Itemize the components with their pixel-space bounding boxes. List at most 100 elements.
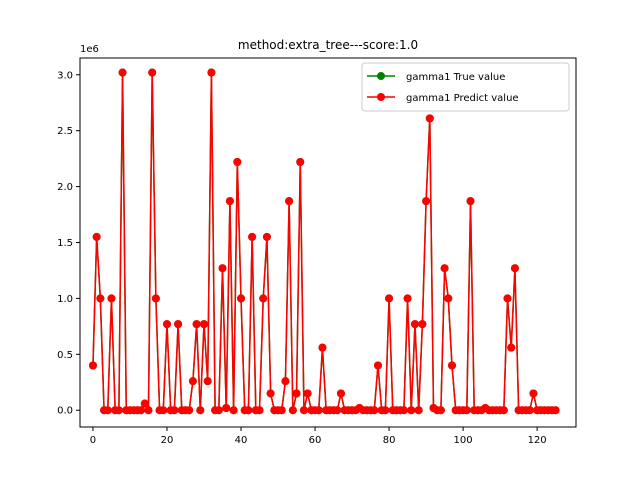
data-point [233,157,242,166]
data-point [314,406,323,415]
series-layer [88,68,560,415]
data-point [507,343,516,352]
data-point [188,377,197,386]
data-point [503,294,512,303]
data-point [174,320,183,329]
data-point [444,294,453,303]
data-point [259,294,268,303]
data-point [88,361,97,370]
data-point [162,320,171,329]
data-point [373,361,382,370]
x-tick-label: 80 [383,435,396,446]
data-point [200,320,208,329]
y-tick-label: 3.0 [57,70,73,81]
data-point [292,389,301,398]
data-point [551,406,560,415]
data-point [192,320,201,329]
y-tick-label: 1.0 [57,294,73,305]
data-point [381,406,390,415]
data-point [255,406,264,415]
data-point [440,264,449,273]
data-point [207,68,216,77]
data-point [466,197,475,206]
y-tick-label: 2.5 [57,126,73,137]
x-tick-label: 120 [528,435,547,446]
y-tick-label: 1.5 [57,238,73,249]
x-tick-label: 20 [161,435,174,446]
data-point [137,406,146,415]
data-point [148,68,157,77]
data-point [140,399,149,408]
legend-marker-true [377,72,385,80]
data-point [244,406,253,415]
data-point [296,157,305,166]
data-point [399,406,408,415]
data-point [237,294,246,303]
data-point [318,343,327,352]
data-point [266,389,275,398]
data-point [114,406,123,415]
y-tick-label: 0.5 [57,350,73,361]
data-point [418,320,427,329]
x-tick-label: 60 [309,435,322,446]
x-tick-label: 40 [235,435,248,446]
data-point [214,406,223,415]
data-point [410,320,419,329]
data-point [462,406,471,415]
legend-label-predict: gamma1 Predict value [406,93,519,104]
data-point [285,197,294,206]
data-point [499,406,508,415]
data-point [203,377,212,386]
legend-marker-predict [377,93,385,101]
data-point [225,197,234,206]
data-point [248,232,257,241]
data-point [151,294,160,303]
y-axis: 0.0 0.5 1.0 1.5 2.0 2.5 3.0 [57,70,80,417]
data-point [529,389,538,398]
data-point [107,294,116,303]
data-point [103,406,112,415]
data-point [222,403,231,412]
data-point [299,406,308,415]
data-point [385,294,394,303]
chart-title: method:extra_tree---score:1.0 [238,38,418,52]
data-point [277,406,286,415]
data-point [196,406,205,415]
x-tick-label: 0 [90,435,96,446]
data-point [425,114,434,123]
data-point [407,406,416,415]
series-predict-value [88,68,560,415]
data-point [422,197,431,206]
data-point [414,406,423,415]
data-point [333,406,342,415]
y-tick-label: 2.0 [57,182,73,193]
x-axis: 0 20 40 60 80 100 120 [90,427,547,446]
data-point [144,406,153,415]
data-point [436,406,445,415]
data-point [96,294,105,303]
data-point [229,406,238,415]
legend: gamma1 True value gamma1 Predict value [361,62,570,112]
data-point [403,294,412,303]
data-point [336,389,345,398]
y-tick-label: 0.0 [57,406,73,417]
data-point [525,406,534,415]
data-point [159,406,168,415]
data-point [281,377,290,386]
data-point [510,264,519,273]
y-offset-label: 1e6 [80,44,99,55]
legend-label-true: gamma1 True value [406,72,505,83]
data-point [288,406,297,415]
x-tick-label: 100 [454,435,473,446]
data-point [218,264,227,273]
data-point [92,232,101,241]
legend-box [361,62,570,112]
data-point [303,389,312,398]
data-point [118,68,127,77]
data-point [170,406,179,415]
data-point [448,361,456,370]
data-point [262,232,271,241]
data-point [185,406,194,415]
data-point [370,406,379,415]
